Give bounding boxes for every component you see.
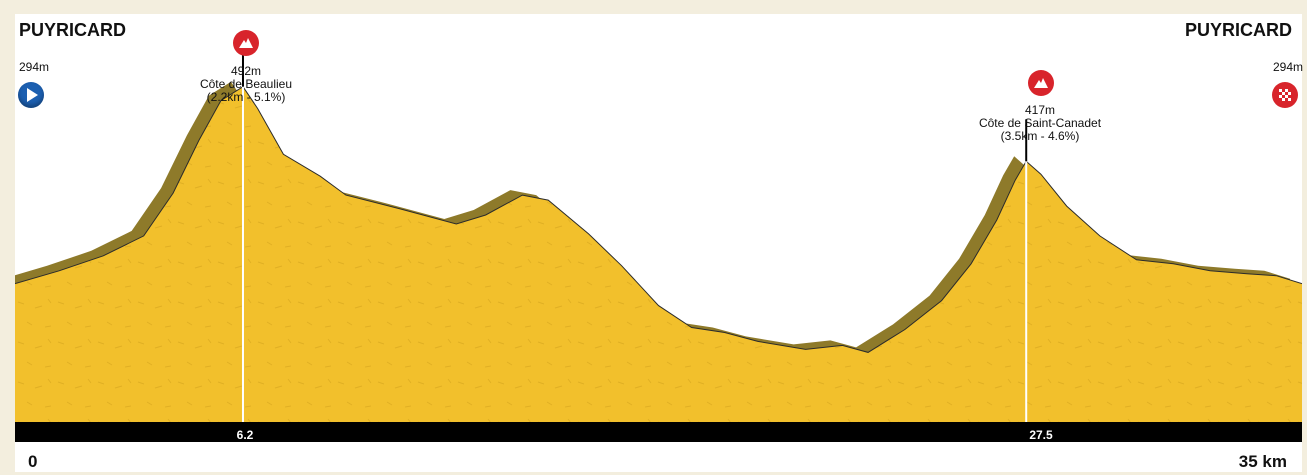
finish-town: PUYRICARD <box>1184 20 1292 40</box>
mountain-icon <box>1028 70 1054 96</box>
checkered-flag-icon <box>1272 82 1298 108</box>
start-town: PUYRICARD <box>19 20 127 40</box>
climb-2-km-label: 27.5 <box>1029 428 1053 442</box>
profile-texture <box>15 86 1302 422</box>
profile-line <box>15 86 1302 353</box>
climb-2-label: 417m Côte de Saint-Canadet (3.5km - 4.6%… <box>930 104 1150 143</box>
axis-end-label: 35 km <box>1238 452 1287 471</box>
start-altitude: 294m <box>19 60 50 74</box>
distance-bar <box>15 422 1302 442</box>
climb-1-altitude: 492m <box>230 64 262 78</box>
finish-altitude: 294m <box>1272 60 1303 74</box>
play-icon <box>18 82 44 108</box>
climb-2-altitude: 417m <box>1024 103 1056 117</box>
climb-2-name: Côte de Saint-Canadet <box>978 116 1102 130</box>
mountain-icon <box>233 30 259 56</box>
climb-1-detail: (2.2km - 5.1%) <box>206 90 286 104</box>
profile-frame <box>15 14 1302 472</box>
elevation-profile-chart <box>15 44 1302 442</box>
axis-start-label: 0 <box>28 452 38 471</box>
climb-1-km-label: 6.2 <box>236 428 254 442</box>
climb-1-name: Côte de Beaulieu <box>199 77 293 91</box>
climb-2-detail: (3.5km - 4.6%) <box>1000 129 1080 143</box>
climb-1-label: 492m Côte de Beaulieu (2.2km - 5.1%) <box>136 65 356 104</box>
